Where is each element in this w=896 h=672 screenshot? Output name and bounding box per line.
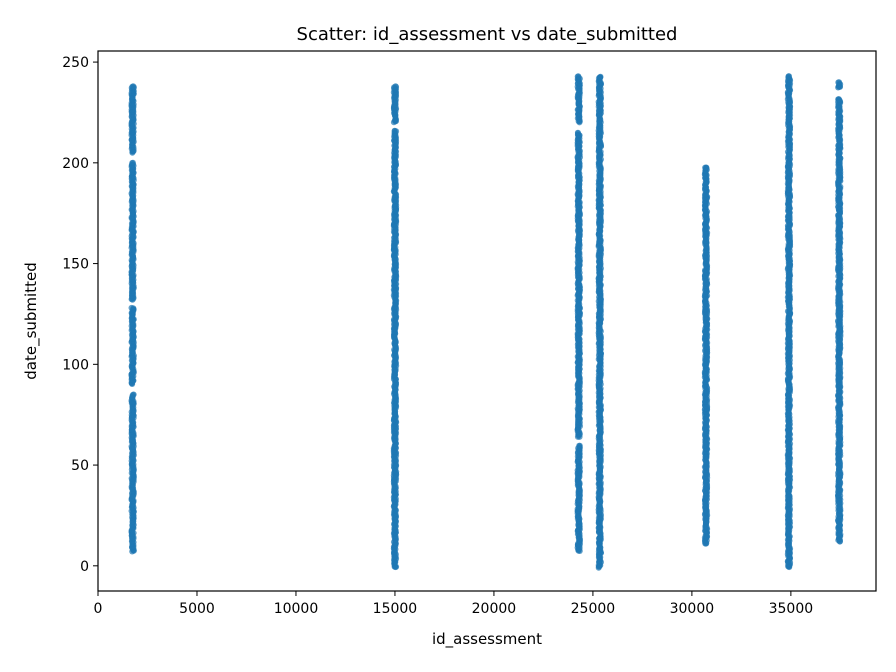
x-tick-label: 5000	[179, 601, 215, 617]
x-tick-label: 20000	[472, 601, 517, 617]
x-tick-label: 0	[94, 601, 103, 617]
scatter-point	[130, 391, 137, 398]
y-tick-label: 50	[71, 458, 89, 474]
y-axis-ticks: 0 50 100 150 200 250	[62, 55, 98, 575]
scatter-point	[835, 79, 842, 86]
scatter-point	[574, 129, 581, 136]
scatter-point	[391, 127, 398, 134]
y-tick-label: 200	[62, 156, 89, 172]
y-tick-label: 0	[80, 559, 89, 575]
x-tick-label: 35000	[769, 601, 814, 617]
y-tick-label: 150	[62, 257, 89, 273]
scatter-point	[702, 164, 709, 171]
y-axis-label: date_submitted	[22, 262, 41, 379]
x-tick-label: 10000	[274, 601, 319, 617]
x-axis-ticks: 0 5000 10000 15000 20000 25000 30000 35000	[94, 591, 814, 617]
x-axis-label: id_assessment	[432, 630, 542, 649]
y-tick-label: 100	[62, 357, 89, 373]
scatter-point	[130, 83, 137, 90]
x-tick-label: 15000	[373, 601, 418, 617]
x-tick-label: 25000	[571, 601, 616, 617]
scatter-points	[128, 73, 844, 571]
scatter-point	[129, 160, 136, 166]
scatter-point	[574, 73, 581, 80]
scatter-point	[597, 73, 604, 80]
scatter-point	[785, 73, 792, 80]
scatter-point	[576, 442, 583, 449]
x-tick-label: 30000	[670, 601, 715, 617]
chart-title: Scatter: id_assessment vs date_submitted	[297, 24, 678, 45]
y-tick-label: 250	[62, 55, 89, 71]
plot-frame	[97, 50, 877, 592]
scatter-point	[128, 304, 135, 311]
scatter-point	[835, 96, 842, 103]
scatter-point	[392, 83, 399, 90]
